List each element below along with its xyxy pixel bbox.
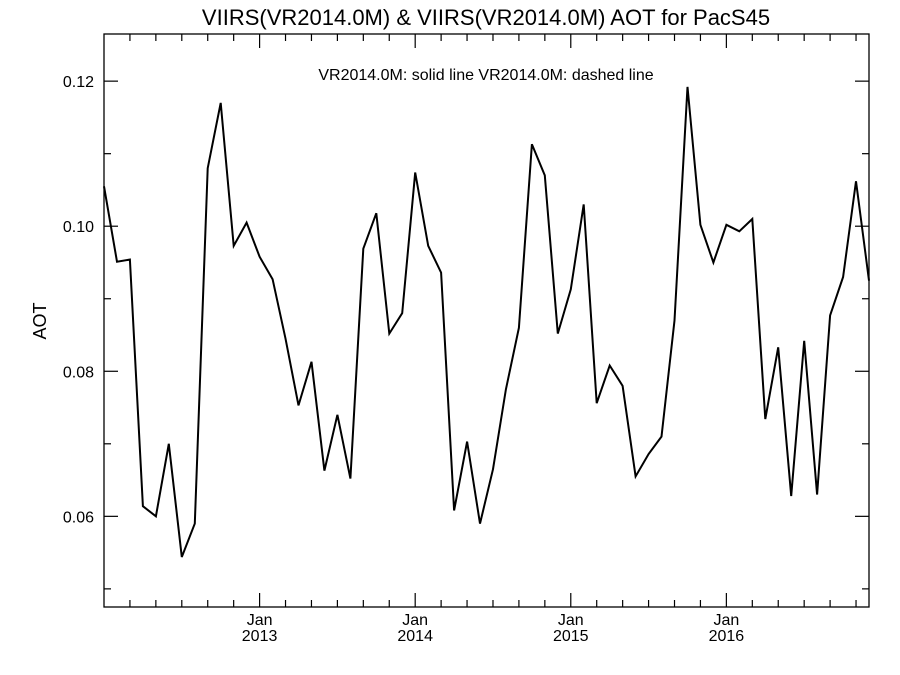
y-tick-label: 0.10	[63, 219, 94, 236]
x-tick-label-year: 2016	[709, 628, 745, 645]
x-tick-label-year: 2014	[397, 628, 433, 645]
x-tick-label-month: Jan	[558, 612, 584, 629]
plot-frame	[103, 33, 870, 608]
x-tick-label-month: Jan	[402, 612, 428, 629]
x-tick-label-year: 2015	[553, 628, 589, 645]
y-tick-label: 0.06	[63, 509, 94, 526]
y-tick-label: 0.08	[63, 364, 94, 381]
y-axis-label: AOT	[30, 302, 50, 339]
legend-annotation: VR2014.0M: solid line VR2014.0M: dashed …	[318, 67, 653, 84]
x-tick-label-year: 2013	[242, 628, 278, 645]
x-tick-label-month: Jan	[713, 612, 739, 629]
x-tick-label-month: Jan	[247, 612, 273, 629]
series-line-solid	[103, 86, 870, 558]
y-tick-labels: 0.06 0.08 0.10 0.12	[63, 74, 94, 526]
axis-ticks	[104, 34, 869, 607]
chart-title: VIIRS(VR2014.0M) & VIIRS(VR2014.0M) AOT …	[202, 5, 770, 30]
y-tick-label: 0.12	[63, 74, 94, 91]
